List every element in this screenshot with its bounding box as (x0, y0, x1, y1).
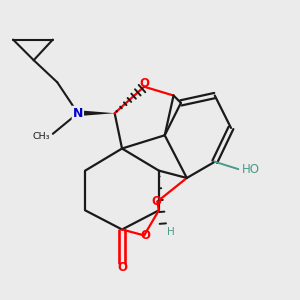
Text: O: O (139, 77, 149, 90)
Polygon shape (78, 110, 115, 116)
Text: O: O (117, 261, 127, 274)
Text: CH₃: CH₃ (32, 132, 50, 141)
Text: O: O (151, 195, 161, 208)
Text: H: H (167, 227, 175, 237)
Text: HO: HO (242, 163, 260, 176)
Text: N: N (73, 107, 83, 120)
Text: O: O (141, 229, 151, 242)
